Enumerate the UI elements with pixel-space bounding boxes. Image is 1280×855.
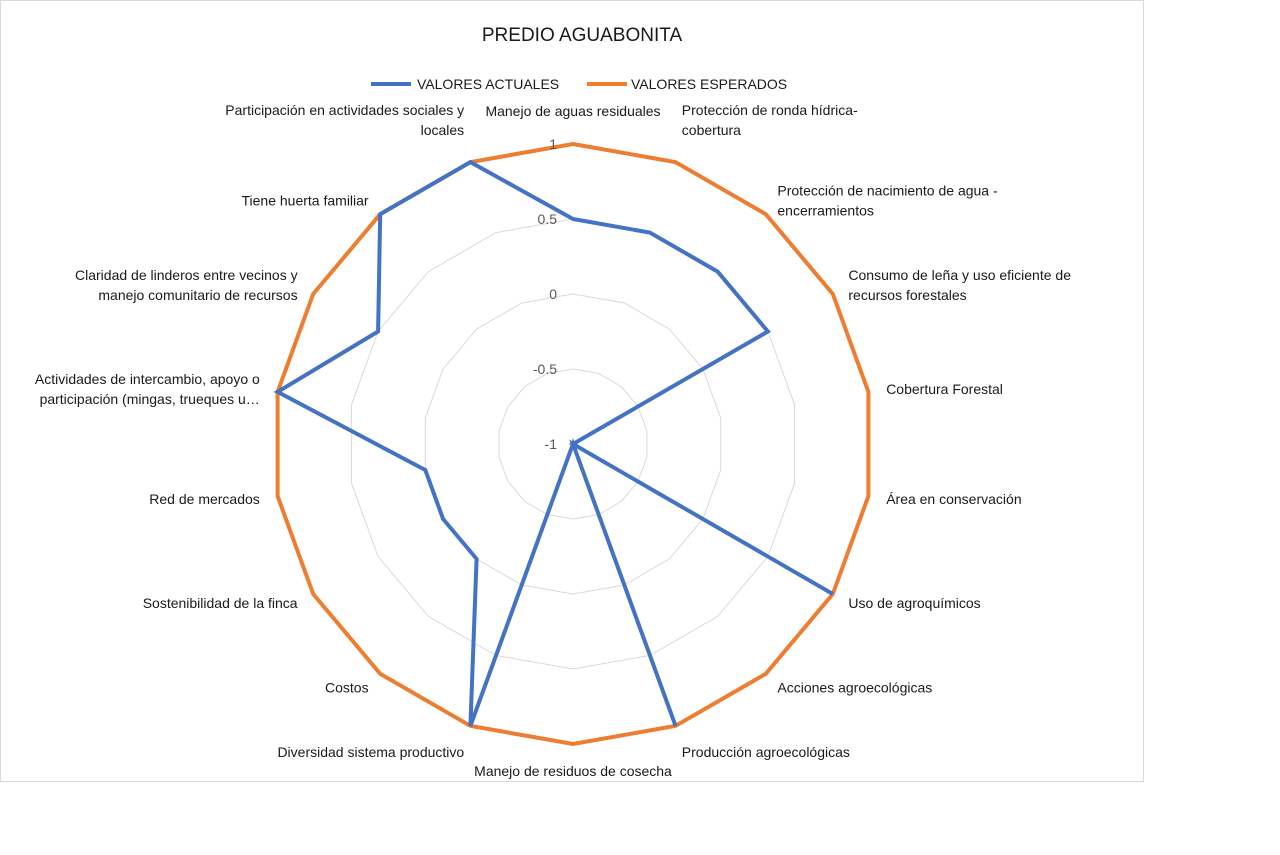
legend-label-actuales: VALORES ACTUALES <box>417 76 559 92</box>
series-valores-actuales <box>273 159 834 727</box>
category-label: Protección de nacimiento de agua -encerr… <box>777 182 998 218</box>
series <box>273 141 871 747</box>
radar-chart: PREDIO AGUABONITA VALORES ACTUALES VALOR… <box>35 25 1071 779</box>
category-label: Claridad de linderos entre vecinos y mane… <box>75 267 298 303</box>
axis-tick-label: -1 <box>545 436 558 452</box>
category-label: Consumo de leña y uso eficiente de recurs… <box>848 267 1071 303</box>
category-label: Uso de agroquímicos <box>848 595 980 611</box>
legend-label-esperados: VALORES ESPERADOS <box>631 76 787 92</box>
chart-frame: PREDIO AGUABONITA VALORES ACTUALES VALOR… <box>0 0 1144 782</box>
category-label: Sostenibilidad de la finca <box>143 595 298 611</box>
category-label: Área en conservación <box>886 491 1021 507</box>
category-labels: Manejo de aguas residuales Protección de … <box>35 102 1071 779</box>
category-label: Manejo de aguas residuales <box>485 103 660 119</box>
chart-title: PREDIO AGUABONITA <box>482 25 683 46</box>
axis-tick-label: 0.5 <box>538 211 558 227</box>
category-label: Cobertura Forestal <box>886 381 1003 397</box>
category-label: Tiene huerta familiar <box>242 192 369 208</box>
category-label: Actividades de intercambio, apoyo o parti… <box>35 371 260 407</box>
category-label: Manejo de residuos de cosecha <box>474 763 672 779</box>
category-label: Producción agroecológicas <box>682 744 850 760</box>
category-label: Acciones agroecológicas <box>777 680 932 696</box>
category-label: Protección de ronda hídrica-cobertura <box>682 102 858 138</box>
category-label: Diversidad sistema productivo <box>277 744 464 760</box>
axis-tick-label: 1 <box>549 136 557 152</box>
axis-ticks: -1 -0.5 0 0.5 1 <box>533 136 557 452</box>
category-label: Red de mercados <box>149 491 260 507</box>
legend: VALORES ACTUALES VALORES ESPERADOS <box>371 76 787 92</box>
axis-tick-label: 0 <box>549 286 557 302</box>
category-label: Costos <box>325 680 369 696</box>
series-valores-esperados <box>275 141 871 747</box>
axis-tick-label: -0.5 <box>533 361 557 377</box>
